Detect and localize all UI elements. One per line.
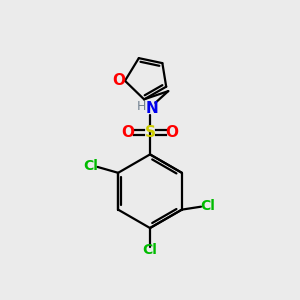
Text: H: H bbox=[136, 100, 146, 113]
Text: Cl: Cl bbox=[83, 159, 98, 173]
Text: S: S bbox=[145, 125, 155, 140]
Text: Cl: Cl bbox=[142, 243, 158, 257]
Text: O: O bbox=[166, 125, 178, 140]
Text: O: O bbox=[112, 73, 125, 88]
Text: O: O bbox=[122, 125, 134, 140]
Text: N: N bbox=[146, 101, 159, 116]
Text: Cl: Cl bbox=[200, 199, 215, 213]
